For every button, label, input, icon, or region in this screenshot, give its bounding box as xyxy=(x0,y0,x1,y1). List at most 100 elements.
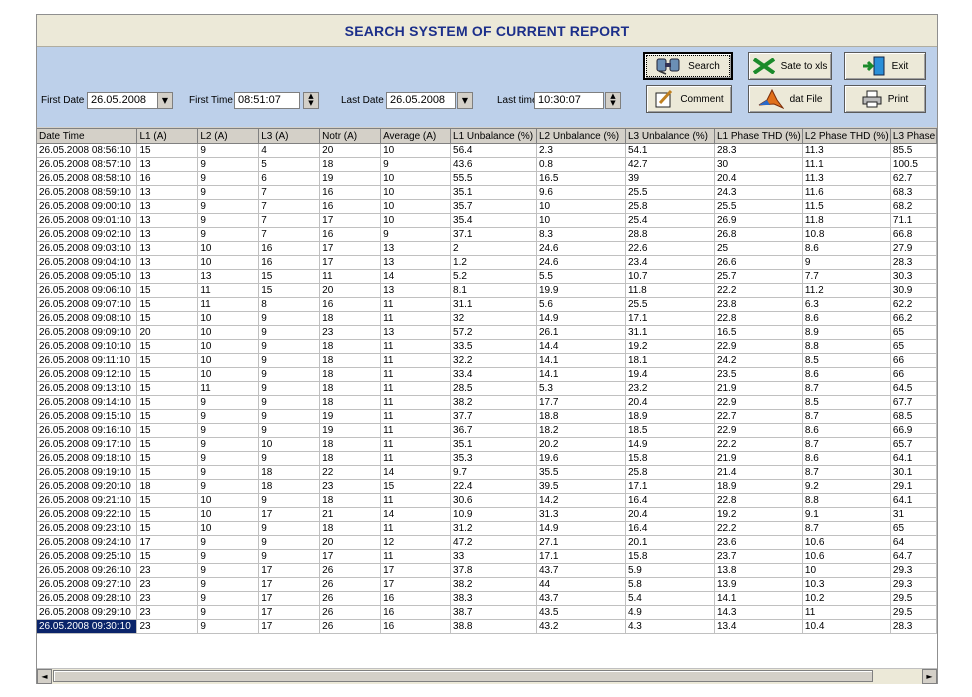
table-cell[interactable]: 23 xyxy=(319,479,382,494)
table-row[interactable]: 26.05.2008 09:23:10 15 10 9 18 11 31.2 14.9 16.4… xyxy=(37,521,937,536)
table-cell[interactable]: 4.9 xyxy=(625,605,715,620)
table-cell[interactable]: 9 xyxy=(197,451,260,466)
search-button[interactable]: Search xyxy=(643,52,733,80)
table-cell[interactable]: 13.9 xyxy=(714,577,803,592)
table-cell[interactable]: 9 xyxy=(197,549,260,564)
table-cell[interactable]: 11.8 xyxy=(625,283,715,298)
table-cell[interactable]: 15 xyxy=(136,143,199,158)
table-cell[interactable]: 10 xyxy=(258,437,321,452)
table-cell[interactable]: 19.2 xyxy=(714,507,803,522)
table-cell[interactable]: 21.4 xyxy=(714,465,803,480)
date-time-cell[interactable]: 26.05.2008 09:01:10 xyxy=(37,213,138,228)
table-cell[interactable]: 11 xyxy=(380,353,452,368)
table-cell[interactable]: 17 xyxy=(258,563,321,578)
table-row[interactable]: 26.05.2008 09:29:10 23 9 17 26 16 38.7 43.5 4.9 1… xyxy=(37,605,937,620)
table-cell[interactable]: 8.7 xyxy=(802,437,891,452)
table-cell[interactable]: 11.5 xyxy=(802,199,891,214)
table-cell[interactable]: 67.7 xyxy=(890,395,937,410)
table-cell[interactable]: 10.2 xyxy=(802,591,891,606)
table-cell[interactable]: 9 xyxy=(197,591,260,606)
table-cell[interactable]: 16 xyxy=(380,619,452,634)
date-time-cell[interactable]: 26.05.2008 09:15:10 xyxy=(37,409,138,424)
table-cell[interactable]: 23.7 xyxy=(714,549,803,564)
table-cell[interactable]: 20.4 xyxy=(714,171,803,186)
table-cell[interactable]: 9 xyxy=(197,535,260,550)
date-time-cell[interactable]: 26.05.2008 09:03:10 xyxy=(37,241,138,256)
table-cell[interactable]: 30.1 xyxy=(890,465,937,480)
table-cell[interactable]: 13 xyxy=(136,199,199,214)
table-cell[interactable]: 23.2 xyxy=(625,381,715,396)
table-cell[interactable]: 13 xyxy=(380,283,452,298)
table-cell[interactable]: 39 xyxy=(625,171,715,186)
table-cell[interactable]: 14.4 xyxy=(536,339,626,354)
table-cell[interactable]: 9 xyxy=(197,199,260,214)
table-cell[interactable]: 10 xyxy=(197,353,260,368)
table-row[interactable]: 26.05.2008 09:06:10 15 11 15 20 13 8.1 19.9 11.8… xyxy=(37,283,937,298)
exit-button[interactable]: Exit xyxy=(844,52,926,80)
column-header[interactable]: L2 (A) xyxy=(197,129,260,144)
table-row[interactable]: 26.05.2008 09:05:10 13 13 15 11 14 5.2 5.5 10.7 2… xyxy=(37,269,937,284)
date-time-cell[interactable]: 26.05.2008 09:20:10 xyxy=(37,479,138,494)
table-cell[interactable]: 15 xyxy=(136,367,199,382)
table-cell[interactable]: 11 xyxy=(380,311,452,326)
table-cell[interactable]: 14.1 xyxy=(714,591,803,606)
table-cell[interactable]: 9 xyxy=(197,479,260,494)
table-row[interactable]: 26.05.2008 09:19:10 15 9 18 22 14 9.7 35.5 25.8 2… xyxy=(37,465,937,480)
table-cell[interactable]: 55.5 xyxy=(450,171,537,186)
table-cell[interactable]: 15 xyxy=(136,409,199,424)
table-cell[interactable]: 44 xyxy=(536,577,626,592)
table-cell[interactable]: 10 xyxy=(197,493,260,508)
table-cell[interactable]: 9 xyxy=(197,437,260,452)
date-time-cell[interactable]: 26.05.2008 09:24:10 xyxy=(37,535,138,550)
table-cell[interactable]: 16 xyxy=(319,199,382,214)
table-cell[interactable]: 26.6 xyxy=(714,255,803,270)
table-cell[interactable]: 62.2 xyxy=(890,297,937,312)
table-cell[interactable]: 17 xyxy=(258,507,321,522)
table-cell[interactable]: 15 xyxy=(258,269,321,284)
scroll-right-arrow-icon[interactable]: ► xyxy=(922,669,937,684)
table-cell[interactable]: 14 xyxy=(380,269,452,284)
table-row[interactable]: 26.05.2008 09:11:10 15 10 9 18 11 32.2 14.1 18.1… xyxy=(37,353,937,368)
table-cell[interactable]: 20.4 xyxy=(625,395,715,410)
table-cell[interactable]: 30.6 xyxy=(450,493,537,508)
table-cell[interactable]: 15 xyxy=(136,423,199,438)
table-cell[interactable]: 19.2 xyxy=(625,339,715,354)
table-cell[interactable]: 15 xyxy=(136,395,199,410)
table-cell[interactable]: 31 xyxy=(890,507,937,522)
table-cell[interactable]: 9.6 xyxy=(536,185,626,200)
table-cell[interactable]: 21.9 xyxy=(714,381,803,396)
table-cell[interactable]: 13 xyxy=(136,269,199,284)
table-cell[interactable]: 8.6 xyxy=(802,423,891,438)
table-cell[interactable]: 26 xyxy=(319,591,382,606)
table-cell[interactable]: 8.8 xyxy=(802,493,891,508)
table-cell[interactable]: 9 xyxy=(258,325,321,340)
table-cell[interactable]: 15 xyxy=(136,297,199,312)
table-cell[interactable]: 10 xyxy=(197,367,260,382)
table-cell[interactable]: 14.9 xyxy=(536,311,626,326)
table-cell[interactable]: 23 xyxy=(136,619,199,634)
table-cell[interactable]: 19.9 xyxy=(536,283,626,298)
date-time-cell[interactable]: 26.05.2008 09:21:10 xyxy=(37,493,138,508)
table-cell[interactable]: 0.8 xyxy=(536,157,626,172)
table-cell[interactable]: 35.3 xyxy=(450,451,537,466)
table-cell[interactable]: 13 xyxy=(380,255,452,270)
table-cell[interactable]: 7 xyxy=(258,227,321,242)
table-cell[interactable]: 29.5 xyxy=(890,591,937,606)
table-cell[interactable]: 15 xyxy=(136,451,199,466)
table-cell[interactable]: 9 xyxy=(258,423,321,438)
table-row[interactable]: 26.05.2008 09:28:10 23 9 17 26 16 38.3 43.7 5.4 1… xyxy=(37,591,937,606)
table-row[interactable]: 26.05.2008 09:08:10 15 10 9 18 11 32 14.9 17.1 22… xyxy=(37,311,937,326)
table-cell[interactable]: 18 xyxy=(319,521,382,536)
table-cell[interactable]: 15 xyxy=(136,353,199,368)
table-cell[interactable]: 11 xyxy=(319,269,382,284)
table-cell[interactable]: 13 xyxy=(136,185,199,200)
date-time-cell[interactable]: 26.05.2008 09:16:10 xyxy=(37,423,138,438)
table-cell[interactable]: 71.1 xyxy=(890,213,937,228)
table-cell[interactable]: 14.2 xyxy=(536,493,626,508)
table-cell[interactable]: 43.6 xyxy=(450,157,537,172)
table-cell[interactable]: 20.1 xyxy=(625,535,715,550)
table-row[interactable]: 26.05.2008 09:24:10 17 9 9 20 12 47.2 27.1 20.1 2… xyxy=(37,535,937,550)
table-cell[interactable]: 68.3 xyxy=(890,185,937,200)
table-cell[interactable]: 17 xyxy=(319,255,382,270)
table-cell[interactable]: 17 xyxy=(258,591,321,606)
